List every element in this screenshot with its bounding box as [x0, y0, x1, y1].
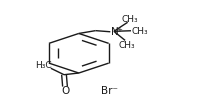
Text: CH₃: CH₃ — [121, 14, 138, 23]
Text: N: N — [111, 27, 118, 37]
Text: +: + — [116, 27, 122, 33]
Text: Br⁻: Br⁻ — [101, 85, 118, 95]
Text: H₃C: H₃C — [35, 60, 52, 69]
Text: CH₃: CH₃ — [132, 27, 148, 36]
Text: CH₃: CH₃ — [118, 41, 135, 50]
Text: O: O — [61, 85, 69, 95]
